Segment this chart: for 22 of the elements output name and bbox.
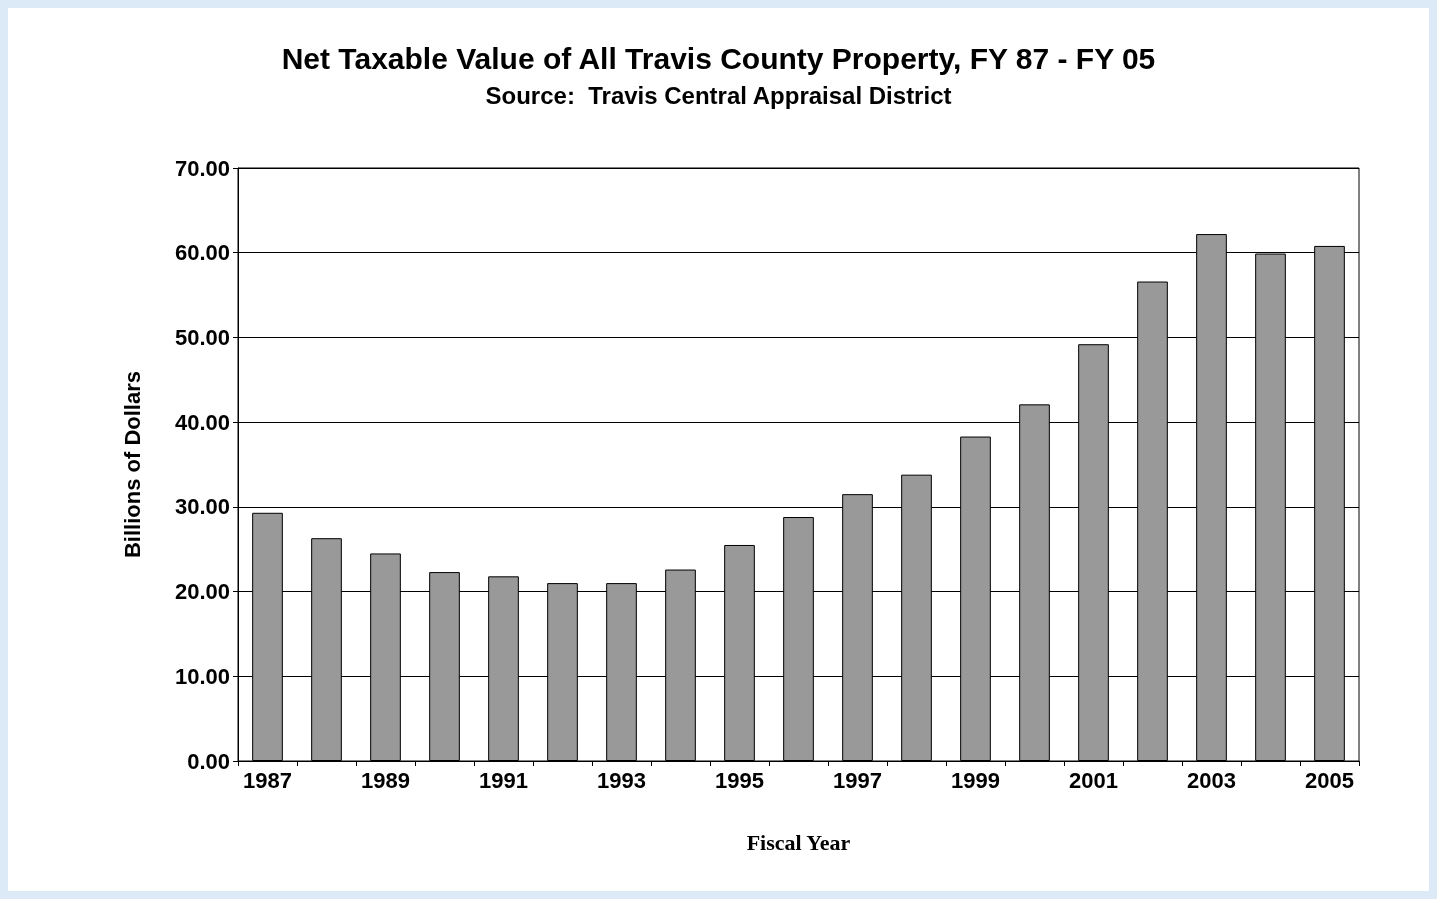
x-tick-label: 1997 [833, 767, 882, 793]
y-tick-label: 20.00 [174, 579, 230, 605]
y-axis-title: Billions of Dollars [119, 370, 145, 559]
x-tick-label: 2005 [1305, 767, 1354, 793]
x-axis-title: Fiscal Year [746, 829, 851, 855]
x-tick-label: 1991 [479, 767, 528, 793]
y-tick-label: 30.00 [174, 494, 230, 520]
x-tick-label: 1999 [951, 767, 1000, 793]
x-tick-label: 1989 [361, 767, 410, 793]
x-tick-label: 1995 [715, 767, 764, 793]
x-tick-label: 2001 [1069, 767, 1118, 793]
chart-subtitle: Source: Travis Central Appraisal District [485, 81, 952, 109]
y-tick-label: 70.00 [174, 155, 230, 181]
y-tick-label: 10.00 [174, 663, 230, 689]
chart-title: Net Taxable Value of All Travis County Property, FY 87 - FY 05 [281, 41, 1156, 75]
y-tick-label: 50.00 [174, 324, 230, 350]
x-tick-label: 1993 [597, 767, 646, 793]
y-tick-label: 40.00 [174, 409, 230, 435]
y-tick-label: 60.00 [174, 240, 230, 266]
x-tick-label: 1987 [243, 767, 292, 793]
y-tick-label: 0.00 [187, 748, 230, 774]
x-tick-label: 2003 [1187, 767, 1236, 793]
